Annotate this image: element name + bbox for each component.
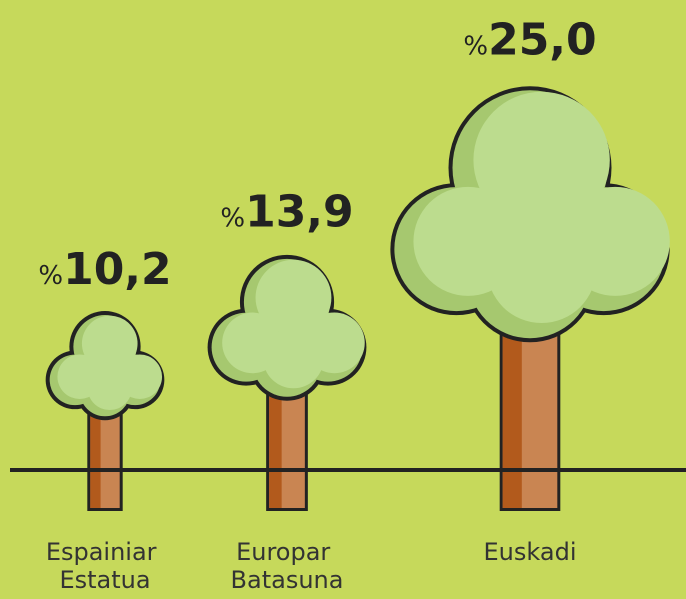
category-label: Espainiar Estatua [46,538,164,594]
category-label: Europar Batasuna [231,538,344,594]
trunk-shade [503,315,522,508]
crown [263,328,324,389]
trunk-shade [269,384,281,508]
page: %10,2Espainiar Estatua%13,9Europar Batas… [0,0,686,599]
trunk-shade [90,407,100,508]
category-label: Euskadi [484,538,577,566]
chart: %10,2Espainiar Estatua%13,9Europar Batas… [0,0,686,599]
crown [87,366,132,411]
crown [487,214,596,323]
